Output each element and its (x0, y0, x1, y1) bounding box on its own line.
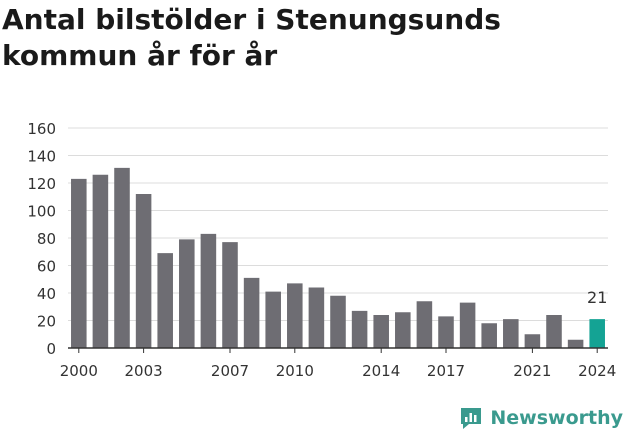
bar-2004 (157, 253, 173, 348)
x-tick-label: 2010 (276, 362, 314, 380)
bar-2006 (200, 233, 217, 348)
y-tick-label: 20 (37, 313, 56, 331)
bar-2023 (567, 339, 584, 348)
bar-2019 (481, 323, 497, 348)
x-tick-label: 2003 (125, 362, 163, 380)
x-tick-label: 2024 (578, 362, 616, 380)
bar-2002 (114, 167, 130, 348)
y-tick-label: 60 (37, 258, 56, 276)
bar-2020 (503, 319, 519, 348)
y-tick-label: 120 (27, 175, 56, 193)
bar-2012 (330, 295, 346, 348)
bar-2005 (179, 239, 195, 348)
bar-2010 (287, 283, 303, 348)
bar-2016 (416, 301, 433, 348)
y-axis-ticks: 0 20 40 60 80 100 120 140 160 (27, 120, 56, 358)
brand-name: Newsworthy (490, 407, 623, 429)
y-tick-label: 100 (27, 203, 56, 221)
x-tick-label: 2007 (211, 362, 249, 380)
y-tick-label: 80 (37, 230, 56, 248)
bar-2001 (92, 174, 109, 348)
bar-2024 (589, 319, 605, 348)
bars (71, 167, 605, 348)
data-label: 21 (587, 288, 607, 307)
bar-2022 (546, 315, 562, 348)
bar-2014 (373, 315, 389, 348)
newsworthy-logo-icon (461, 408, 482, 429)
y-tick-label: 160 (27, 120, 56, 138)
gridlines (68, 127, 608, 321)
y-tick-label: 0 (46, 340, 56, 358)
bar-2003 (135, 194, 152, 348)
bar-2013 (351, 310, 368, 348)
bar-2021 (524, 334, 541, 348)
annotations: 21 (587, 288, 607, 307)
bar-2007 (222, 242, 238, 348)
chart-title: Antal bilstölder i Stenungsunds kommun å… (2, 3, 501, 72)
x-tick-label: 2021 (513, 362, 551, 380)
y-tick-label: 140 (27, 148, 56, 166)
bar-2000 (71, 178, 87, 348)
bar-2018 (459, 302, 476, 348)
bar-2017 (438, 316, 454, 348)
y-tick-label: 40 (37, 285, 56, 303)
bar-2009 (265, 291, 281, 348)
x-axis-ticks: 2000 2003 2007 2010 2014 2017 2021 2024 (60, 348, 616, 380)
x-tick-label: 2014 (362, 362, 400, 380)
bar-2011 (308, 287, 325, 348)
newsworthy-logo: Newsworthy (458, 403, 623, 433)
bar-2015 (395, 312, 411, 348)
bar-2008 (243, 277, 260, 348)
x-tick-label: 2017 (427, 362, 465, 380)
x-tick-label: 2000 (60, 362, 98, 380)
